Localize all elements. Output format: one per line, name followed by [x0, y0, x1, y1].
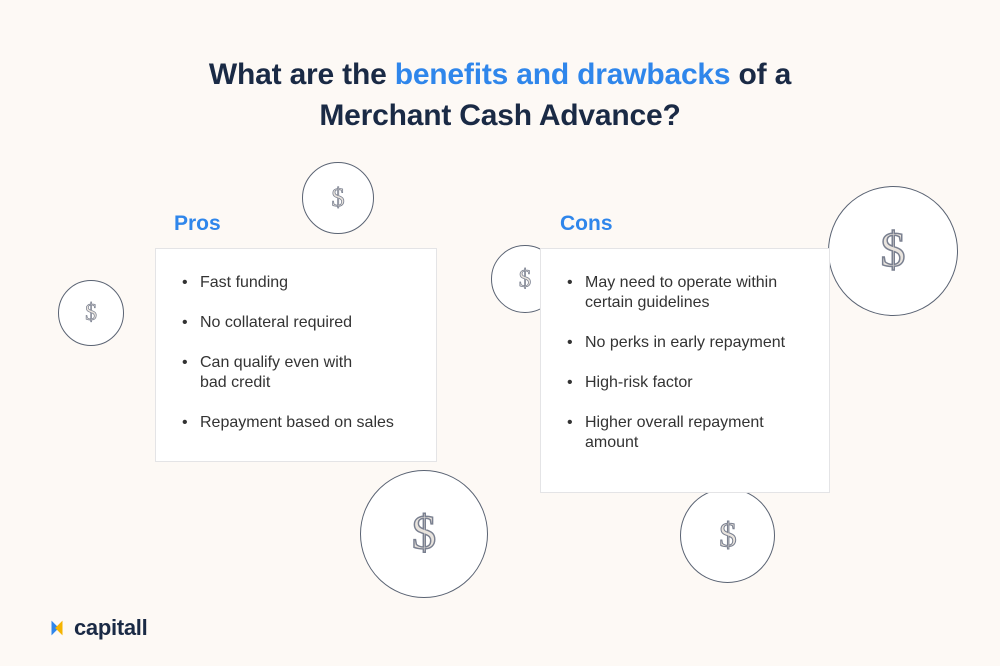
pros-heading: Pros [174, 212, 221, 236]
dollar-coin-icon: $ [58, 280, 124, 346]
page-title: What are the benefits and drawbacks of a… [0, 55, 1000, 136]
list-item: No perks in early repayment [567, 333, 803, 353]
title-em: benefits and drawbacks [395, 58, 731, 91]
list-item: Fast funding [182, 273, 410, 293]
cons-card: May need to operate within certain guide… [540, 248, 830, 493]
logo-mark-icon [46, 617, 68, 639]
dollar-coin-icon: $ [302, 162, 374, 234]
cons-heading: Cons [560, 212, 613, 236]
pros-list: Fast funding No collateral required Can … [182, 273, 410, 433]
title-post: of a [730, 58, 791, 91]
svg-text:$: $ [519, 266, 532, 293]
svg-text:$: $ [85, 300, 97, 326]
list-item: May need to operate within certain guide… [567, 273, 803, 313]
title-pre: What are the [209, 58, 395, 91]
dollar-coin-icon: $ [680, 488, 775, 583]
cons-list: May need to operate within certain guide… [567, 273, 803, 453]
pros-card: Fast funding No collateral required Can … [155, 248, 437, 462]
infographic-canvas: What are the benefits and drawbacks of a… [0, 0, 1000, 666]
svg-text:$: $ [719, 515, 737, 554]
brand-logo: capitall [46, 615, 147, 641]
svg-text:$: $ [881, 221, 906, 277]
title-line2: Merchant Cash Advance? [0, 96, 1000, 137]
dollar-coin-icon: $ [360, 470, 488, 598]
list-item: Higher overall repayment amount [567, 413, 803, 453]
list-item: High-risk factor [567, 373, 803, 393]
logo-text: capitall [74, 615, 147, 641]
list-item: Repayment based on sales [182, 413, 410, 433]
svg-text:$: $ [331, 183, 344, 212]
list-item: No collateral required [182, 313, 410, 333]
list-item: Can qualify even with bad credit [182, 353, 372, 393]
dollar-coin-icon: $ [828, 186, 958, 316]
svg-text:$: $ [412, 506, 436, 560]
